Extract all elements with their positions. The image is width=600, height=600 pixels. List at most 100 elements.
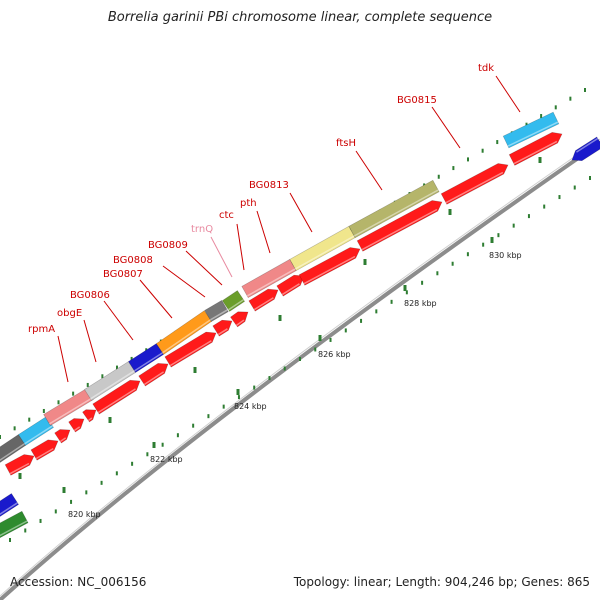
gene-arrow: [30, 439, 59, 461]
gene-arrow: [440, 163, 509, 205]
lower-tick-mark: [344, 328, 347, 333]
lower-tick-mark: [512, 223, 515, 228]
lower-tick-mark: [70, 499, 73, 504]
lower-tick-mark: [421, 280, 424, 285]
gene-label-leader: [162, 265, 206, 298]
gene-label-leader: [289, 192, 313, 233]
accession-label: Accession: NC_006156: [10, 575, 147, 589]
major-tick: [152, 442, 156, 448]
upper-tick-mark: [569, 96, 572, 101]
gene-label: ftsH: [336, 138, 356, 149]
gene-arrow-shine: [513, 140, 558, 165]
major-tick: [236, 389, 240, 395]
gene-arrow-shine: [253, 297, 274, 311]
gene-feature: [221, 290, 246, 312]
gene-arrow-shine: [281, 283, 300, 296]
upper-tick-mark: [481, 148, 484, 153]
upper-tick-mark: [437, 174, 440, 179]
gene-arrow: [4, 454, 35, 476]
lower-tick-mark: [146, 452, 149, 457]
lower-tick-mark: [360, 318, 363, 323]
major-tick: [62, 487, 66, 493]
upper-tick-mark: [86, 382, 89, 387]
gene-arrow-shine: [576, 137, 599, 153]
upper-tick-mark: [72, 391, 75, 396]
lower-tick-mark: [253, 385, 256, 390]
lower-tick-mark: [100, 480, 103, 485]
gene-label-leader: [83, 319, 97, 363]
gene-feature: [204, 299, 229, 323]
gene-feature: [43, 388, 94, 426]
gene-feature-shine: [228, 299, 244, 311]
gene-label: BG0807: [103, 269, 143, 280]
gene-label-leader: [210, 236, 233, 278]
upper-tick-mark: [584, 88, 586, 92]
map-title: Borrelia garinii PBi chromosome linear, …: [107, 10, 493, 25]
gene-feature: [241, 258, 297, 299]
gene-feature-shine: [134, 352, 163, 372]
upper-tick-mark: [13, 426, 16, 431]
sequence-backbone: [0, 141, 600, 600]
gene-label: rpmA: [28, 324, 55, 335]
lower-tick-mark: [314, 347, 317, 352]
gene-arrow-shine: [143, 371, 165, 386]
gene-label-leader: [495, 75, 521, 113]
sequence-backbone-highlight: [0, 138, 600, 597]
lower-tick-mark: [390, 299, 393, 304]
gene-feature-shine: [0, 502, 18, 516]
lower-tick-mark: [466, 252, 469, 257]
gene-label: obgE: [57, 308, 82, 319]
gene-arrow: [571, 136, 600, 162]
lower-tick-mark: [527, 214, 530, 219]
gene-label: trnQ: [191, 224, 213, 235]
lower-tick-mark: [161, 442, 164, 447]
gene-arrow-shine: [217, 328, 228, 336]
lower-tick-mark: [237, 395, 240, 400]
gene-arrow-shine: [87, 417, 93, 422]
lower-tick-mark: [24, 528, 27, 533]
major-tick: [448, 209, 452, 215]
lower-tick-mark: [268, 376, 271, 381]
gene-feature-shine: [209, 309, 228, 321]
gene-arrow-shine: [236, 319, 245, 327]
upper-tick-mark: [467, 157, 469, 162]
gene-label: pth: [240, 198, 257, 209]
lower-tick-mark: [222, 404, 225, 409]
upper-tick-mark: [101, 374, 104, 379]
gene-label-leader: [236, 223, 245, 271]
gene-feature: [0, 493, 19, 517]
gene-feature-shine: [353, 189, 439, 237]
upper-tick-mark: [0, 435, 1, 439]
lower-tick-mark: [405, 290, 408, 295]
gene-arrow: [82, 409, 97, 423]
gene-label: BG0813: [249, 180, 289, 191]
gene-label: BG0809: [148, 240, 188, 251]
upper-tick-mark: [28, 417, 31, 422]
upper-tick-mark: [42, 408, 45, 413]
gene-arrow: [248, 288, 279, 312]
gene-arrow-shine: [35, 448, 54, 460]
gene-arrow: [356, 200, 443, 252]
gene-feature: [0, 434, 27, 463]
gene-arrow-shine: [361, 208, 438, 251]
gene-arrow: [298, 247, 361, 286]
major-tick: [403, 285, 407, 291]
lower-tick-mark: [39, 518, 42, 523]
gene-feature-shine: [0, 520, 28, 537]
gene-feature: [502, 111, 560, 149]
major-tick: [18, 473, 22, 479]
major-tick: [363, 259, 367, 265]
gene-arrow-shine: [445, 171, 504, 204]
scale-label: 828 kbp: [404, 299, 437, 308]
gene-feature-shine: [162, 319, 212, 354]
lower-tick-mark: [558, 195, 561, 200]
gene-arrow-shine: [303, 255, 356, 285]
lower-tick-mark: [9, 538, 11, 542]
upper-tick-mark: [130, 356, 133, 361]
upper-tick-mark: [116, 365, 118, 370]
gene-feature-shine: [294, 235, 355, 270]
lower-tick-mark: [543, 204, 546, 209]
gene-arrow: [230, 311, 249, 328]
gene-feature-shine: [48, 397, 93, 425]
